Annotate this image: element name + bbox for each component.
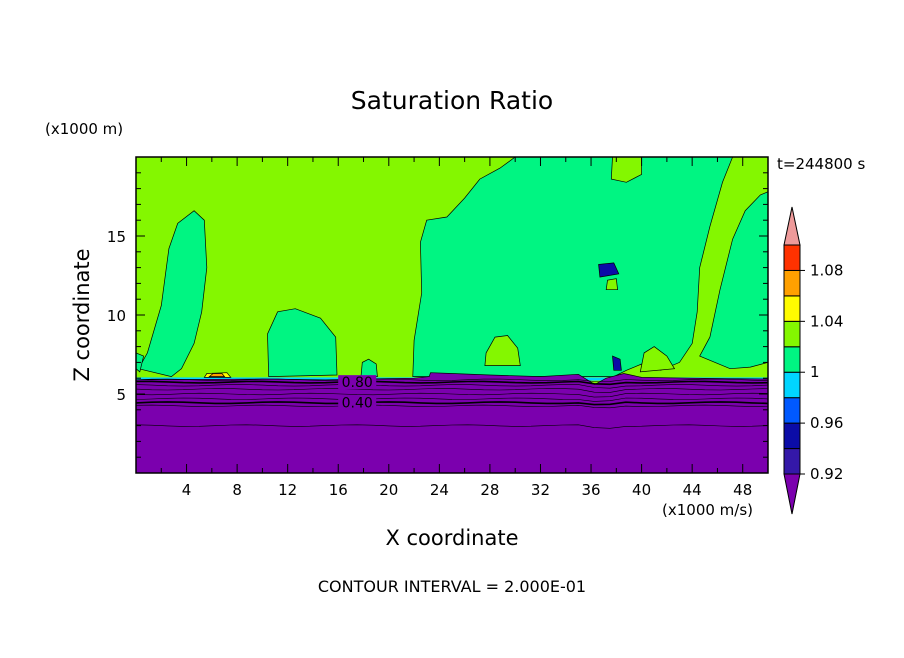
- y-axis-label: Z coordinate: [70, 248, 94, 382]
- colorbar-extend-low: [783, 473, 801, 515]
- x-tick-label: 12: [278, 481, 297, 499]
- colorbar-tick-label: 1.08: [810, 261, 843, 279]
- contour-line: [135, 401, 769, 406]
- colorbar-tick-label: 0.92: [810, 465, 843, 483]
- contour-label: 0.40: [342, 396, 373, 412]
- colorbar-bin: [783, 269, 801, 297]
- y-tick-label: 10: [107, 307, 126, 325]
- colorbar-extend-high: [783, 206, 801, 246]
- field-region-teal-center: [267, 308, 338, 377]
- x-tick-label: 28: [480, 481, 499, 499]
- x-tick-label: 16: [329, 481, 348, 499]
- y-tick-label: 15: [107, 228, 126, 246]
- field-region-lime-island-a: [484, 335, 521, 366]
- colorbar-tick-label: 1.04: [810, 312, 843, 330]
- contour-line: [135, 392, 769, 398]
- field-region-lime-island-c: [605, 278, 618, 291]
- contour-label-bg: [338, 375, 377, 390]
- contour-line: [135, 380, 769, 386]
- x-tick-label: 32: [531, 481, 550, 499]
- x-tick-label: 36: [581, 481, 600, 499]
- colorbar-tick-label: 1: [810, 363, 820, 381]
- field-region-teal-far-right: [699, 191, 769, 370]
- field-region-below-0.92: [135, 372, 769, 474]
- contour-label-bg: [338, 395, 377, 410]
- contour-line: [135, 397, 769, 402]
- field-region-warm-core: [208, 373, 226, 377]
- x-tick-label: 8: [232, 481, 242, 499]
- field-region-lime-island-b: [639, 346, 676, 373]
- colorbar-bin: [783, 371, 801, 399]
- colorbar-bin: [783, 397, 801, 424]
- x-axis-unit: (x1000 m/s): [662, 501, 754, 519]
- colorbar-bin: [783, 346, 801, 373]
- colorbar-bin: [783, 448, 801, 475]
- chart-title: Saturation Ratio: [350, 86, 554, 115]
- field-region-blue-spike: [612, 355, 622, 371]
- colorbar-bin: [783, 320, 801, 348]
- colorbar-tick-label: 0.96: [810, 414, 843, 432]
- contour-line: [135, 378, 769, 382]
- y-axis-unit: (x1000 m): [45, 120, 124, 138]
- x-tick-label: 24: [430, 481, 449, 499]
- field-region-blue-patch: [598, 262, 620, 278]
- contour-line: [135, 388, 769, 393]
- x-tick-label: 20: [379, 481, 398, 499]
- contour-line: [135, 384, 769, 389]
- time-label: t=244800 s: [777, 155, 866, 173]
- colorbar-bin: [783, 422, 801, 450]
- x-tick-label: 40: [632, 481, 651, 499]
- contour-line: [135, 404, 769, 409]
- contour-label: 0.80: [342, 375, 373, 391]
- x-tick-label: 48: [733, 481, 752, 499]
- x-axis-label: X coordinate: [385, 526, 519, 550]
- contour-interval-label: CONTOUR INTERVAL = 2.000E-01: [317, 577, 587, 596]
- x-tick-label: 4: [182, 481, 192, 499]
- contour-line: [135, 424, 769, 429]
- x-tick-label: 44: [683, 481, 702, 499]
- field-region-teal-left: [137, 210, 208, 377]
- colorbar-bin: [783, 244, 801, 271]
- colorbar-bin: [783, 295, 801, 322]
- y-tick-label: 5: [116, 386, 126, 404]
